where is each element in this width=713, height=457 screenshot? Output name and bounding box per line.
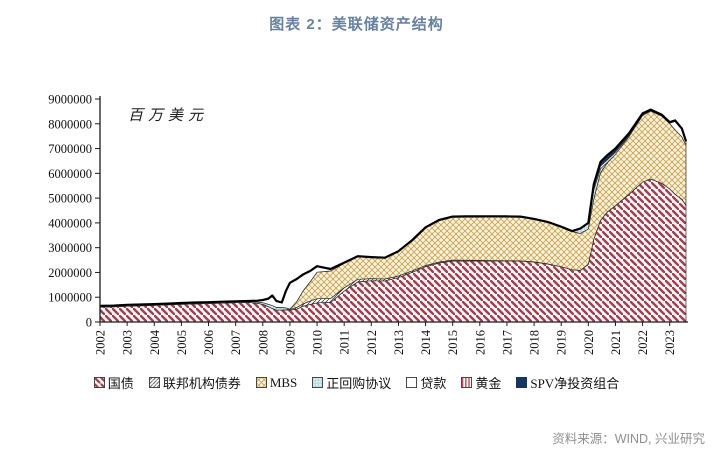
legend-item-gold: 黄金 bbox=[461, 373, 501, 392]
svg-text:2004: 2004 bbox=[148, 329, 162, 355]
legend-label-gold: 黄金 bbox=[475, 376, 502, 391]
area-series bbox=[99, 109, 687, 323]
svg-text:7000000: 7000000 bbox=[48, 142, 92, 156]
svg-text:8000000: 8000000 bbox=[48, 117, 92, 131]
svg-text:4000000: 4000000 bbox=[48, 216, 92, 230]
svg-text:2000000: 2000000 bbox=[48, 266, 92, 280]
svg-text:2014: 2014 bbox=[419, 329, 433, 355]
svg-text:2011: 2011 bbox=[338, 330, 352, 355]
legend-label-loans: 贷款 bbox=[420, 376, 447, 391]
legend-label-agency: 联邦机构债券 bbox=[162, 376, 241, 391]
legend-marker-gold-icon bbox=[461, 377, 473, 388]
svg-text:2018: 2018 bbox=[528, 330, 542, 355]
svg-text:2021: 2021 bbox=[609, 330, 623, 355]
source-note: 资料来源：WIND, 兴业研究 bbox=[552, 432, 705, 446]
svg-text:2022: 2022 bbox=[636, 330, 650, 355]
svg-text:2012: 2012 bbox=[365, 330, 379, 355]
y-tick-labels: 0 1000000 2000000 3000000 4000000 5000000 6000… bbox=[48, 93, 92, 330]
svg-text:5000000: 5000000 bbox=[48, 192, 92, 206]
svg-text:9000000: 9000000 bbox=[48, 93, 92, 107]
ticks bbox=[95, 98, 671, 326]
legend-marker-spv-icon bbox=[516, 377, 528, 388]
svg-text:2019: 2019 bbox=[555, 330, 569, 355]
legend-item-loans: 贷款 bbox=[406, 373, 446, 392]
svg-text:3000000: 3000000 bbox=[48, 241, 92, 255]
total-outline bbox=[99, 108, 688, 307]
svg-text:2023: 2023 bbox=[663, 330, 677, 355]
legend-item-spv: SPV净投资组合 bbox=[516, 373, 619, 392]
x-tick-labels: 2002 2003 2004 2005 2006 2007 2008 2009 2010 2011… bbox=[94, 329, 678, 355]
svg-text:2006: 2006 bbox=[202, 330, 216, 355]
svg-text:2003: 2003 bbox=[121, 330, 135, 355]
legend-item-treasury: 国债 bbox=[93, 373, 134, 392]
chart-legend: 国债 联邦机构债券 MBS 正回购协议 贷款 黄金 SPV净投资组合 bbox=[0, 373, 713, 392]
svg-text:2017: 2017 bbox=[500, 330, 514, 355]
axes bbox=[99, 96, 688, 323]
legend-label-spv: SPV净投资组合 bbox=[530, 376, 620, 391]
legend-marker-mbs-icon bbox=[255, 377, 267, 388]
svg-text:2002: 2002 bbox=[94, 330, 108, 355]
svg-text:2015: 2015 bbox=[446, 330, 460, 355]
chart-title: 图表 2：美联储资产结构 bbox=[269, 16, 444, 33]
legend-marker-treasury-icon bbox=[93, 377, 105, 388]
svg-text:2010: 2010 bbox=[311, 330, 325, 355]
svg-text:2016: 2016 bbox=[473, 330, 487, 355]
legend-marker-loans-icon bbox=[406, 377, 418, 388]
legend-marker-agency-icon bbox=[148, 377, 160, 388]
legend-item-repo: 正回购协议 bbox=[312, 373, 391, 392]
unit-label: 百万美元 bbox=[128, 108, 209, 124]
legend-label-mbs: MBS bbox=[269, 374, 298, 390]
svg-text:1000000: 1000000 bbox=[48, 291, 92, 305]
svg-text:2008: 2008 bbox=[256, 330, 270, 355]
legend-marker-repo-icon bbox=[312, 377, 324, 388]
legend-item-mbs: MBS bbox=[255, 374, 298, 391]
svg-text:6000000: 6000000 bbox=[48, 167, 92, 181]
svg-text:0: 0 bbox=[86, 316, 92, 330]
svg-text:2009: 2009 bbox=[283, 330, 297, 355]
legend-item-agency: 联邦机构债券 bbox=[148, 373, 241, 392]
svg-text:2007: 2007 bbox=[229, 330, 243, 355]
svg-text:2013: 2013 bbox=[392, 330, 406, 355]
svg-text:2020: 2020 bbox=[582, 330, 596, 355]
legend-label-repo: 正回购协议 bbox=[326, 376, 392, 391]
svg-text:2005: 2005 bbox=[175, 330, 189, 355]
legend-label-treasury: 国债 bbox=[107, 376, 134, 391]
